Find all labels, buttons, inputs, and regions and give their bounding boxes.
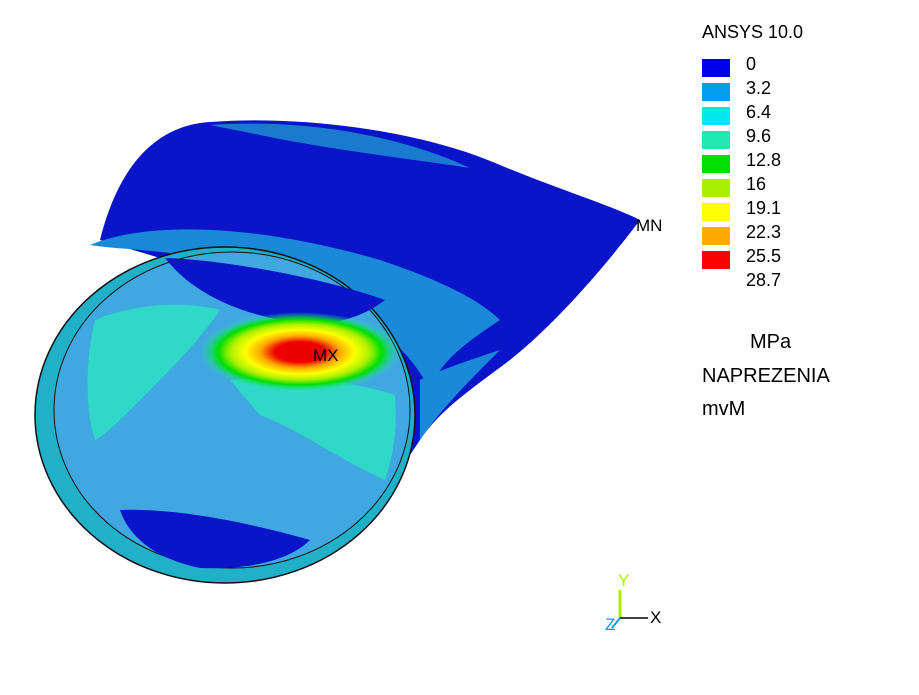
inner-dark-bottom [120,509,310,569]
triad-y-label: Y [618,571,629,590]
min-marker: MN [636,216,662,235]
shell-band-mid [90,229,500,390]
plot-subtitle: mvM [702,398,746,420]
triad-z-axis [611,617,621,629]
legend-swatch [702,227,730,245]
legend-value: 9.6 [746,126,772,146]
legend-swatch [702,179,730,197]
legend-swatch [702,251,730,269]
triad-x-label: X [650,608,661,627]
triad-z-label: Z [605,615,615,634]
inner-band-right [230,378,396,480]
app-version-label: ANSYS 10.0 [702,22,804,42]
legend-value: 25.5 [746,246,782,266]
legend-swatch [702,203,730,221]
units-label: MPa [750,331,792,353]
max-marker: MX [313,346,339,365]
legend-value: 28.7 [746,270,782,290]
legend-swatch [702,107,730,125]
stress-hotspot [200,312,400,392]
legend-value: 16 [746,174,767,194]
legend-swatch [702,155,730,173]
shell-band-lower [420,350,500,440]
legend-value: 19.1 [746,198,782,218]
legend-value: 6.4 [746,102,772,122]
legend-swatch [702,275,730,293]
legend-value: 0 [746,54,757,74]
legend-swatch [702,131,730,149]
shell-band-top [210,123,470,168]
inner-dark-top [165,258,385,324]
legend-swatch [702,83,730,101]
legend-value: 22.3 [746,222,782,242]
inner-band-left [87,304,220,440]
plot-title: NAPREZENIA [702,365,830,387]
legend-swatch [702,59,730,77]
legend-value: 3.2 [746,78,772,98]
legend-value: 12.8 [746,150,782,170]
